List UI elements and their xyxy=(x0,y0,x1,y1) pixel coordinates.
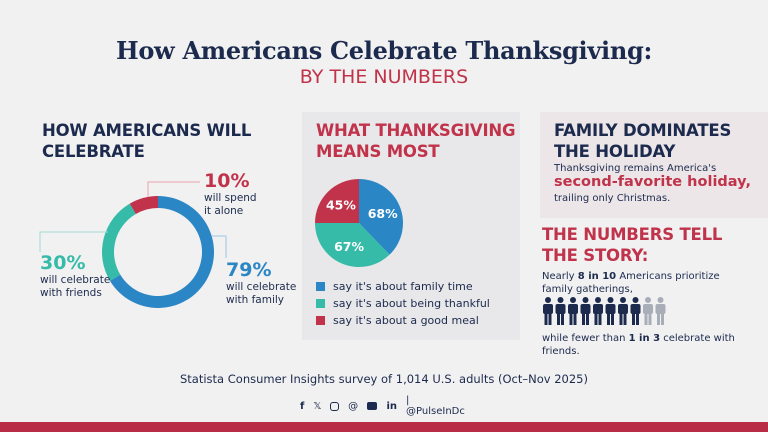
alone-text-1: will spend xyxy=(204,192,257,204)
pie-legend: say it's about family time say it's abou… xyxy=(316,278,490,329)
social-handle: | @PulseInDc xyxy=(406,395,465,417)
friends-text-1: will celebrate xyxy=(40,274,111,286)
legend-swatch xyxy=(316,299,325,308)
person-icon xyxy=(618,297,628,325)
source-text: Statista Consumer Insights survey of 1,0… xyxy=(180,372,588,386)
family-text-1: Thanksgiving remains America's xyxy=(554,163,717,174)
donut-title: HOW AMERICANS WILL CELEBRATE xyxy=(42,120,282,162)
story-text-1: Nearly 8 in 10 Americans prioritize fami… xyxy=(542,271,720,295)
legend-label: say it's about being thankful xyxy=(333,297,490,310)
pie-chart: 68% 67% 45% xyxy=(315,179,403,267)
family-dominates-panel: FAMILY DOMINATES THE HOLIDAY Thanksgiving… xyxy=(540,112,768,218)
youtube-icon[interactable] xyxy=(367,402,378,410)
story-text-2: while fewer than 1 in 3 celebrate with f… xyxy=(542,333,735,357)
social-icons: f 𝕏 @ in | @PulseInDc xyxy=(300,395,468,417)
legend-item: say it's about family time xyxy=(316,278,490,295)
friends-label: 30% will celebrate with friends xyxy=(40,252,110,300)
friends-pct: 30% xyxy=(40,252,86,274)
family-text-3: trailing only Christmas. xyxy=(554,193,671,204)
person-icon xyxy=(555,297,566,325)
friends-leader-line xyxy=(39,231,108,252)
meaning-panel: WHAT THANKSGIVING MEANS MOST 68% 67% 45% s… xyxy=(302,112,520,340)
family-highlight: second-favorite holiday, xyxy=(554,174,751,190)
page-title: How Americans Celebrate Thanksgiving: xyxy=(115,36,653,65)
legend-item: say it's about a good meal xyxy=(316,312,490,329)
person-icon xyxy=(630,297,641,325)
footer-bar xyxy=(0,422,768,432)
pie-data-label: 67% xyxy=(334,239,364,254)
person-icon xyxy=(643,297,653,325)
family-text-1: will celebrate xyxy=(226,281,297,293)
alone-pct: 10% xyxy=(204,170,250,192)
alone-label: 10% will spend it alone xyxy=(204,170,257,218)
legend-label: say it's about family time xyxy=(333,280,473,293)
legend-swatch xyxy=(316,316,325,325)
slice-say-it-s-about-being-thankful xyxy=(315,223,390,267)
person-icon xyxy=(580,297,591,325)
family-pct: 79% xyxy=(226,259,272,281)
donut-chart xyxy=(39,181,227,308)
family-label: 79% will celebrate with family xyxy=(226,259,296,307)
legend-swatch xyxy=(316,282,325,291)
family-leader-line xyxy=(212,235,227,258)
people-icons xyxy=(543,297,666,325)
slice-say-it-s-about-family-time xyxy=(359,179,403,255)
pie-data-label: 45% xyxy=(326,197,356,212)
family-title-1: FAMILY DOMINATES xyxy=(554,121,732,140)
friends-text-2: with friends xyxy=(40,287,102,299)
facebook-icon[interactable]: f xyxy=(300,400,305,412)
threads-icon[interactable]: @ xyxy=(348,400,359,412)
slice-will-celebrate-with-friends xyxy=(101,203,136,281)
person-icon xyxy=(543,297,553,325)
legend-label: say it's about a good meal xyxy=(333,314,479,327)
family-title: FAMILY DOMINATES THE HOLIDAY xyxy=(554,120,731,162)
alone-leader-line xyxy=(147,181,200,197)
person-icon xyxy=(593,297,603,325)
alone-text-2: it alone xyxy=(204,205,244,217)
person-icon xyxy=(655,297,666,325)
story-title: THE NUMBERS TELL THE STORY: xyxy=(542,224,722,266)
x-icon[interactable]: 𝕏 xyxy=(313,400,322,412)
person-icon xyxy=(568,297,578,325)
donut-title-text: HOW AMERICANS WILL CELEBRATE xyxy=(42,121,252,161)
story-title-2: THE STORY: xyxy=(542,246,649,265)
legend-item: say it's about being thankful xyxy=(316,295,490,312)
family-title-2: THE HOLIDAY xyxy=(554,142,676,161)
slice-will-spend-it-alone xyxy=(129,196,158,214)
person-icon xyxy=(605,297,616,325)
page-subtitle: BY THE NUMBERS xyxy=(299,66,469,88)
slice-say-it-s-about-a-good-meal xyxy=(315,179,359,223)
pie-title: WHAT THANKSGIVING MEANS MOST xyxy=(316,121,516,161)
story-title-1: THE NUMBERS TELL xyxy=(542,225,723,244)
pie-data-label: 68% xyxy=(368,206,398,221)
instagram-icon[interactable] xyxy=(330,401,340,411)
family-text-2: with family xyxy=(226,294,285,306)
linkedin-icon[interactable]: in xyxy=(386,400,398,412)
